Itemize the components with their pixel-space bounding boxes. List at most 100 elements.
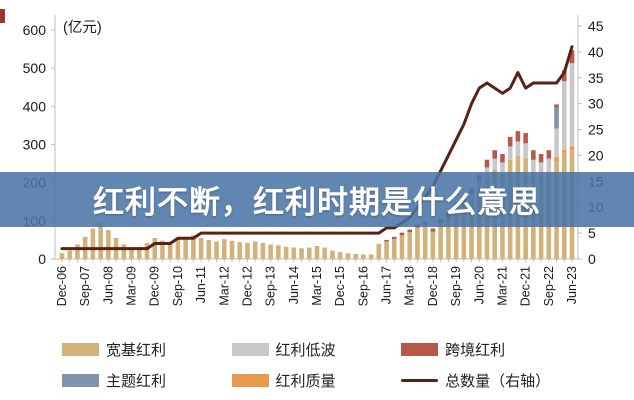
x-axis-label: Dec-09 xyxy=(148,266,162,306)
bar-segment xyxy=(276,245,281,259)
axis-tick-label: 45 xyxy=(588,18,604,34)
bar-segment xyxy=(229,240,235,259)
bar-segment xyxy=(345,253,351,259)
bar-segment xyxy=(98,222,103,259)
bar-segment xyxy=(407,229,413,233)
bar-segment xyxy=(561,81,567,150)
bar-segment xyxy=(306,247,312,259)
bar-segment xyxy=(75,244,80,259)
bar-segment xyxy=(160,240,165,259)
legend-item: 总数量（右轴） xyxy=(401,369,607,391)
legend-item: 跨境红利 xyxy=(401,338,607,360)
bar-segment xyxy=(314,246,320,259)
bar-segment xyxy=(268,244,273,259)
legend-line-swatch xyxy=(401,378,439,382)
bar-segment xyxy=(237,242,243,259)
axis-tick-label: 35 xyxy=(588,70,604,86)
x-axis-label: Jun-23 xyxy=(565,266,579,304)
x-axis-label: Sep-07 xyxy=(78,266,92,306)
bar-segment xyxy=(430,231,436,259)
bar-segment xyxy=(523,133,528,144)
x-axis-label: Sep-10 xyxy=(171,266,185,306)
legend-label: 总数量（右轴） xyxy=(445,372,551,390)
bar-segment xyxy=(198,238,204,259)
bar-segment xyxy=(422,224,428,259)
axis-tick-label: (亿元) xyxy=(63,19,102,36)
bar-segment xyxy=(391,236,397,240)
bar-segment xyxy=(507,136,513,147)
bar-segment xyxy=(129,248,134,259)
bar-segment xyxy=(59,253,65,259)
bar-segment xyxy=(245,242,250,259)
legend-item: 主题红利 xyxy=(62,369,224,391)
bar-segment xyxy=(507,146,513,160)
x-axis-label: Dec-21 xyxy=(519,266,533,306)
bar-segment xyxy=(214,241,219,259)
legend-color-swatch xyxy=(231,342,269,356)
bar-segment xyxy=(538,154,544,163)
legend-color-swatch xyxy=(62,373,99,387)
axis-tick-label: 20 xyxy=(588,147,604,163)
axis-tick-label: 25 xyxy=(588,122,604,138)
x-axis-label: Sep-19 xyxy=(449,266,463,306)
bar-segment xyxy=(430,228,436,232)
bar-segment xyxy=(399,232,405,236)
bar-segment xyxy=(260,242,266,259)
x-axis-label: Sep-16 xyxy=(356,266,370,306)
legend-color-swatch xyxy=(231,373,269,387)
bar-segment xyxy=(322,247,328,259)
axis-tick-label: 30 xyxy=(588,96,604,112)
legend-label: 主题红利 xyxy=(106,372,167,390)
legend-item: 宽基红利 xyxy=(62,338,224,360)
bar-segment xyxy=(144,242,150,259)
legend-label: 跨境红利 xyxy=(445,341,506,359)
bar-segment xyxy=(531,150,536,160)
chart-legend: 宽基红利 红利低波 跨境红利主题红利 红利质量 总数量（右轴） xyxy=(62,338,607,391)
bar-segment xyxy=(561,70,567,82)
bar-segment xyxy=(523,143,528,158)
bar-segment xyxy=(337,252,343,259)
bar-segment xyxy=(484,159,490,168)
dividend-fund-combo-chart: 0100200300400500600(亿元)05101520253035404… xyxy=(23,15,604,306)
bar-segment xyxy=(299,248,304,259)
bar-segment xyxy=(446,217,451,259)
x-axis-label: Jun-11 xyxy=(194,266,208,303)
bar-segment xyxy=(515,131,521,142)
axis-tick-label: 0 xyxy=(38,251,46,267)
bar-segment xyxy=(500,154,505,163)
bar-segment xyxy=(546,158,552,174)
x-axis-label: Jun-20 xyxy=(472,266,486,304)
bar-segment xyxy=(67,250,73,259)
bar-segment xyxy=(391,239,397,259)
legend-item: 红利质量 xyxy=(231,369,394,391)
bar-segment xyxy=(361,254,366,259)
bar-segment xyxy=(353,254,358,259)
bar-segment xyxy=(538,162,544,176)
x-axis-label: Jun-17 xyxy=(380,266,394,304)
bar-segment xyxy=(90,228,96,259)
bar-segment xyxy=(554,128,559,158)
axis-tick-label: 0 xyxy=(588,251,596,267)
bar-segment xyxy=(515,141,521,156)
bar-segment xyxy=(569,50,575,64)
bar-segment xyxy=(368,254,374,259)
overlay-banner-title: 红利不断，红利时期是什么意思 xyxy=(93,185,541,220)
legend-label: 红利低波 xyxy=(275,341,336,359)
x-axis-label: Mar-21 xyxy=(495,266,509,306)
x-axis-label: Mar-09 xyxy=(125,266,139,306)
x-axis-label: Dec-15 xyxy=(333,266,347,306)
bar-segment xyxy=(407,232,413,259)
bar-segment xyxy=(546,150,552,159)
bar-segment xyxy=(569,146,575,151)
bar-segment xyxy=(175,239,181,259)
x-axis-label: Mar-12 xyxy=(217,266,231,306)
x-axis-label: Dec-06 xyxy=(55,266,69,306)
bar-segment xyxy=(554,104,559,108)
bar-segment xyxy=(500,162,505,174)
legend-item: 红利低波 xyxy=(231,338,394,360)
axis-tick-label: 500 xyxy=(23,60,47,76)
bar-segment xyxy=(106,229,111,259)
bar-segment xyxy=(569,63,575,147)
bar-segment xyxy=(453,209,459,259)
